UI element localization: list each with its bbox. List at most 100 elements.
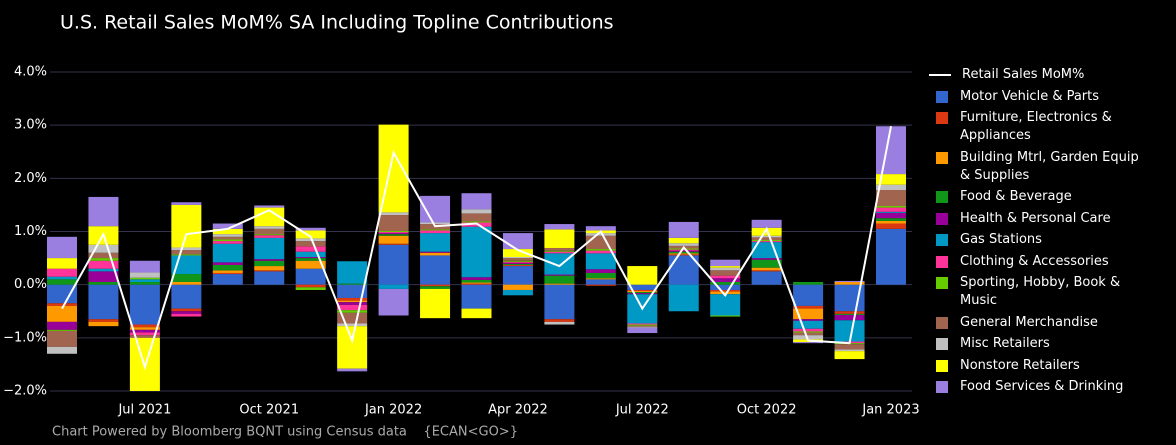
bar-segment xyxy=(876,126,906,175)
bar-segment xyxy=(544,229,575,248)
bar-segment xyxy=(585,284,616,286)
bar-segment xyxy=(129,277,160,280)
legend-label: Furniture, Electronics & Appliances xyxy=(960,110,1112,143)
bar-segment xyxy=(502,262,533,264)
bar-segment xyxy=(420,252,451,256)
bar-segment xyxy=(751,241,782,243)
bar-segment xyxy=(254,234,285,236)
y-tick-label: 1.0% xyxy=(14,224,47,239)
bar-segment xyxy=(129,279,160,283)
bar-segment xyxy=(461,308,492,319)
legend-label: Clothing & Accessories xyxy=(960,253,1109,269)
x-tick-label: Jan 2023 xyxy=(861,403,919,418)
bar-segment xyxy=(420,229,451,231)
bar-segment xyxy=(254,205,285,208)
bar-segment xyxy=(212,274,243,285)
bar-segment xyxy=(212,243,243,263)
total-line xyxy=(61,126,892,371)
bar-segment xyxy=(254,237,285,260)
bar-segment xyxy=(834,320,865,342)
bar-segment xyxy=(254,207,285,227)
legend-item: Furniture, Electronics & Appliances xyxy=(928,109,1173,145)
bar-segment xyxy=(585,249,616,251)
bar-segment xyxy=(502,266,533,285)
legend-label: Food & Beverage xyxy=(960,189,1072,204)
bar-segment xyxy=(585,278,616,280)
bar-segment xyxy=(378,234,409,236)
bar-segment xyxy=(876,218,906,221)
bar-segment xyxy=(171,284,202,309)
legend-item: Food & Beverage xyxy=(928,188,1173,206)
bar-segment xyxy=(378,244,409,285)
bar-segment xyxy=(337,261,368,284)
bar-segment xyxy=(668,284,699,312)
bar-segment xyxy=(212,228,243,235)
legend-label: Misc Retailers xyxy=(960,336,1050,351)
bar-segment xyxy=(47,305,77,322)
bar-segment xyxy=(420,286,451,289)
legend: Retail Sales MoM% Motor Vehicle & Parts Fu… xyxy=(928,66,1173,400)
bar-segment xyxy=(88,284,119,320)
legend-item: Motor Vehicle & Parts xyxy=(928,88,1173,106)
bar-segment xyxy=(834,313,865,315)
bar-segment xyxy=(834,344,865,350)
legend-swatch xyxy=(936,359,948,372)
bar-segment xyxy=(171,247,202,251)
bar-segment xyxy=(668,237,699,244)
bar-segment xyxy=(751,240,782,242)
bar-segment xyxy=(585,226,616,231)
bar-segment xyxy=(378,212,409,216)
bar-segment xyxy=(793,331,824,333)
bar-segment xyxy=(876,220,906,224)
bar-segment xyxy=(171,274,202,283)
bar-segment xyxy=(544,251,575,254)
bar-segment xyxy=(295,258,326,261)
bar-segment xyxy=(502,264,533,267)
legend-swatch xyxy=(936,277,948,289)
bar-segment xyxy=(378,230,409,233)
bar-segment xyxy=(668,251,699,254)
legend-item: Clothing & Accessories xyxy=(928,253,1173,271)
bar-segment xyxy=(337,302,368,305)
bar-segment xyxy=(88,271,119,283)
legend-label: Motor Vehicle & Parts xyxy=(960,88,1100,104)
bar-segment xyxy=(834,311,865,314)
bar-segment xyxy=(88,244,119,253)
legend-swatch xyxy=(936,255,948,268)
y-tick-label: 0.0% xyxy=(14,277,47,292)
bar-segment xyxy=(668,253,699,255)
bar-segment xyxy=(668,243,699,246)
bar-segment xyxy=(295,257,326,259)
legend-swatch xyxy=(936,234,948,246)
legend-item: Retail Sales MoM% xyxy=(928,66,1173,84)
legend-swatch xyxy=(936,338,948,350)
bar-segment xyxy=(129,260,160,273)
bar-segment xyxy=(544,224,575,230)
bar-segment xyxy=(502,260,533,262)
bar-segment xyxy=(627,266,658,285)
bar-segment xyxy=(378,243,409,245)
legend-item: General Merchandise xyxy=(928,314,1173,332)
bar-segment xyxy=(171,204,202,248)
bar-segment xyxy=(710,294,741,316)
bar-segment xyxy=(585,279,616,285)
bar-segment xyxy=(585,269,616,273)
bar-segment xyxy=(585,253,616,270)
bar-segment xyxy=(668,254,699,256)
bar-segment xyxy=(876,212,906,219)
bar-segment xyxy=(710,275,741,279)
legend-label: Sporting, Hobby, Book & Music xyxy=(960,275,1121,308)
bar-segment xyxy=(544,283,575,285)
bar-segment xyxy=(254,271,285,285)
bar-segment xyxy=(710,291,741,295)
bar-segment xyxy=(751,258,782,260)
bar-segment xyxy=(171,311,202,314)
bar-segment xyxy=(378,288,409,316)
bar-segment xyxy=(585,272,616,279)
bar-segment xyxy=(834,351,865,360)
legend-item: Health & Personal Care xyxy=(928,210,1173,228)
bar-segment xyxy=(295,230,326,239)
bar-segment xyxy=(212,223,243,229)
bar-segment xyxy=(129,272,160,278)
